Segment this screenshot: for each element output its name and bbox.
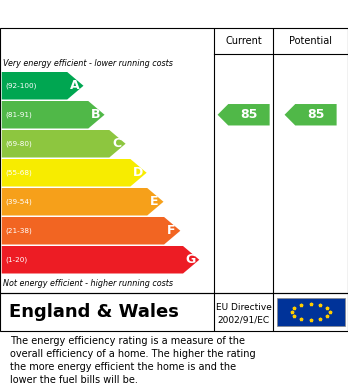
Polygon shape — [285, 104, 337, 126]
Text: (1-20): (1-20) — [5, 256, 27, 263]
Text: Not energy efficient - higher running costs: Not energy efficient - higher running co… — [3, 280, 174, 289]
Text: England & Wales: England & Wales — [9, 303, 179, 321]
Text: Current: Current — [225, 36, 262, 46]
Text: E: E — [150, 195, 159, 208]
Text: A: A — [70, 79, 79, 92]
Text: 85: 85 — [307, 108, 325, 121]
Bar — [277, 298, 345, 326]
Text: G: G — [185, 253, 196, 266]
Text: Potential: Potential — [289, 36, 332, 46]
Text: EU Directive: EU Directive — [216, 303, 271, 312]
Text: The energy efficiency rating is a measure of the
overall efficiency of a home. T: The energy efficiency rating is a measur… — [10, 336, 256, 386]
Polygon shape — [218, 104, 270, 126]
Text: Energy Efficiency Rating: Energy Efficiency Rating — [9, 7, 211, 22]
Text: F: F — [167, 224, 176, 237]
Text: 2002/91/EC: 2002/91/EC — [218, 315, 270, 324]
Text: 85: 85 — [240, 108, 258, 121]
Text: (39-54): (39-54) — [5, 199, 32, 205]
Polygon shape — [2, 72, 84, 99]
Text: D: D — [133, 166, 143, 179]
Text: (92-100): (92-100) — [5, 83, 37, 89]
Polygon shape — [2, 188, 164, 215]
Polygon shape — [2, 217, 180, 244]
Text: (81-91): (81-91) — [5, 111, 32, 118]
Polygon shape — [2, 246, 199, 273]
Polygon shape — [2, 101, 104, 129]
Text: (21-38): (21-38) — [5, 228, 32, 234]
Polygon shape — [2, 159, 147, 187]
Text: C: C — [112, 137, 121, 150]
Text: (69-80): (69-80) — [5, 140, 32, 147]
Text: (55-68): (55-68) — [5, 170, 32, 176]
Text: B: B — [91, 108, 100, 121]
Text: Very energy efficient - lower running costs: Very energy efficient - lower running co… — [3, 59, 173, 68]
Polygon shape — [2, 130, 126, 158]
